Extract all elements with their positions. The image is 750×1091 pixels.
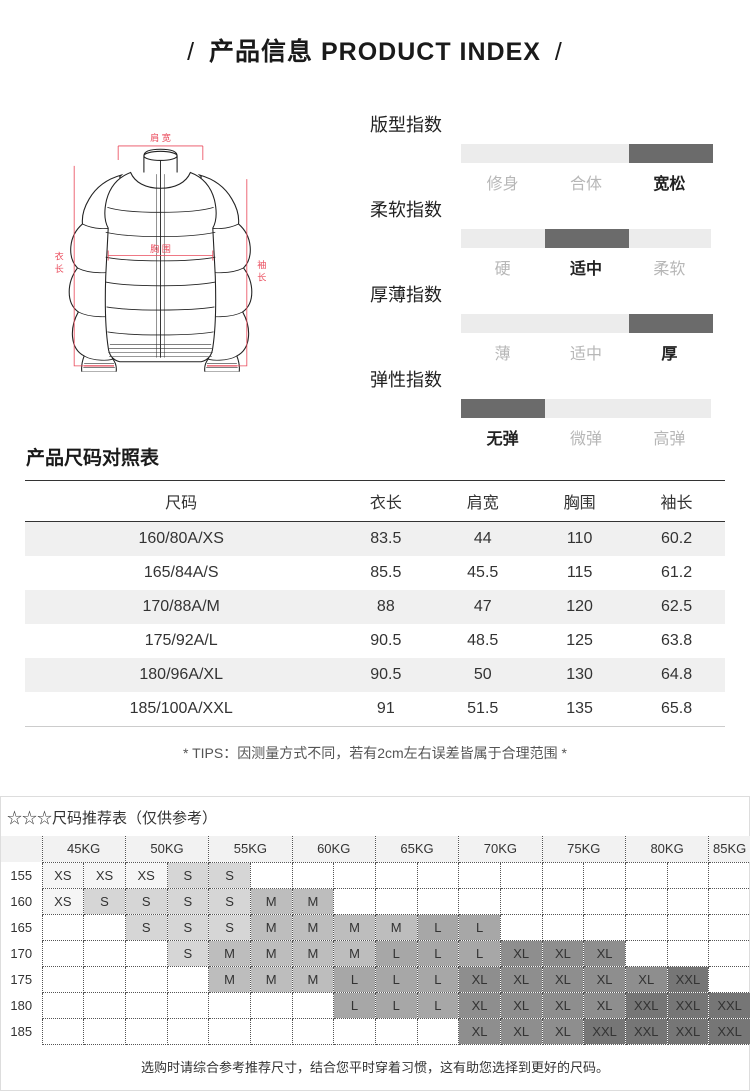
svg-text:长: 长 (257, 271, 266, 282)
svg-text:胸 围: 胸 围 (150, 243, 171, 254)
svg-text:袖: 袖 (257, 259, 266, 270)
svg-text:肩 宽: 肩 宽 (150, 132, 171, 143)
svg-text:长: 长 (55, 263, 64, 274)
svg-text:衣: 衣 (55, 251, 64, 262)
